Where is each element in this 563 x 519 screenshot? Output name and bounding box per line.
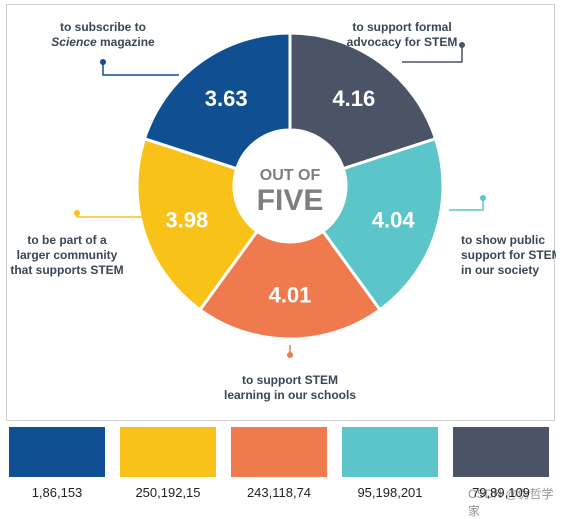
donut-slice: [288, 31, 438, 171]
donut-slice: [135, 136, 260, 312]
leader-dot: [74, 210, 80, 216]
slice-category-label: larger community: [17, 248, 118, 262]
slice-category-label: to support formal: [352, 20, 451, 34]
leader-line: [102, 62, 179, 76]
slice-category-label: support for STEM: [461, 248, 556, 262]
swatch-caption-slate: 79,89,109: [472, 485, 530, 500]
leader-line: [76, 213, 142, 218]
slice-category-label: to show public: [461, 233, 545, 247]
infographic-frame: 4.16 to support formal advocacy for STEM 4.…: [6, 4, 556, 421]
swatch-teal: [342, 427, 438, 477]
swatch-orange: [231, 427, 327, 477]
donut-slice: [142, 31, 292, 171]
slice-category-label: to subscribe to: [60, 20, 146, 34]
slice-value-label: 4.04: [372, 208, 416, 233]
slice-category-label: to be part of a: [27, 233, 107, 247]
slice-category-label: Science magazine: [51, 35, 155, 49]
center-label-bottom: FIVE: [257, 184, 324, 217]
slice-value-label: 4.16: [332, 86, 375, 111]
watermark: CSDN @伪哲学家: [468, 487, 554, 518]
swatch-caption-orange: 243,118,74: [246, 485, 312, 500]
swatch-yellow: [120, 427, 216, 477]
leader-line: [402, 45, 463, 63]
donut-center: [236, 132, 344, 240]
leader-dot: [287, 352, 293, 358]
leader-line: [449, 198, 484, 211]
swatch-slate: [453, 427, 549, 477]
slice-category-label: that supports STEM: [10, 263, 123, 277]
swatch-caption-blue: 1,86,153: [31, 485, 83, 500]
swatch-caption-teal: 95,198,201: [357, 485, 423, 500]
slice-category-label: to support STEM: [242, 373, 338, 387]
slice-category-label: advocacy for STEM: [347, 35, 458, 49]
donut-slice: [320, 136, 445, 312]
slice-value-label: 4.01: [269, 283, 312, 308]
leader-dot: [100, 59, 106, 65]
leader-dot: [480, 195, 486, 201]
slice-value-label: 3.98: [165, 208, 208, 233]
slice-category-label: learning in our schools: [224, 388, 356, 402]
slice-value-label: 3.63: [205, 86, 248, 111]
leader-dot: [459, 42, 465, 48]
swatch-caption-yellow: 250,192,15: [135, 485, 201, 500]
center-label-top: OUT OF: [260, 167, 321, 184]
donut-slice: [197, 229, 383, 341]
swatch-blue: [9, 427, 105, 477]
slice-category-label: in our society: [461, 263, 539, 277]
